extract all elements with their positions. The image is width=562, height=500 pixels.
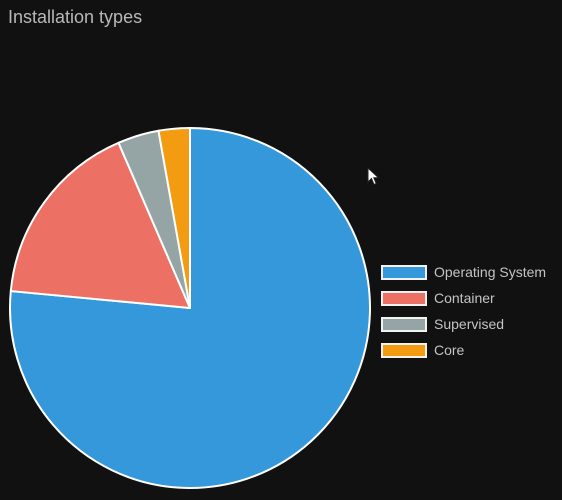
legend-item[interactable]: Operating System [381,259,546,285]
legend-label: Operating System [434,264,547,280]
pie-slice-core[interactable] [157,127,191,309]
legend-label: Core [434,342,465,358]
legend-label: Container [434,290,495,306]
pie-slices [9,127,371,489]
legend-swatch [381,316,427,332]
mouse-pointer-icon [367,167,380,186]
pie-slice-container[interactable] [9,141,191,309]
legend-label: Supervised [434,316,505,332]
legend-item[interactable]: Supervised [381,311,546,337]
legend-swatch [381,264,427,280]
legend-item[interactable]: Container [381,285,546,311]
legend-item[interactable]: Core [381,337,546,363]
legend-swatch [381,342,427,358]
chart-title: Installation types [8,7,143,27]
chart-legend: Operating System Container Supervised Core [381,259,546,363]
legend-swatch [381,290,427,306]
